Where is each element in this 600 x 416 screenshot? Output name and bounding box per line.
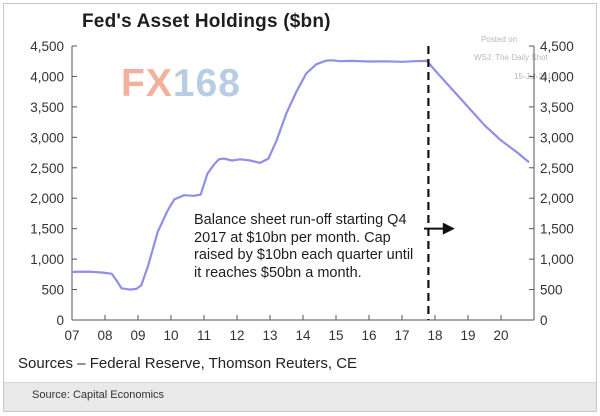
y-tick-label-right: 3,000 bbox=[540, 130, 574, 145]
watermark-line-3: 15-Jul-2019 bbox=[514, 72, 557, 81]
y-tick-label-left: 4,500 bbox=[30, 39, 64, 54]
line-chart: 0 0 500 500 1,000 1,000 1,500 1,500 2,000 2,000 2,… bbox=[30, 39, 574, 343]
x-tick-label: 11 bbox=[197, 328, 211, 343]
x-tick-label: 18 bbox=[427, 328, 442, 343]
x-tick-label: 10 bbox=[163, 328, 178, 343]
y-tick-label-left: 1,500 bbox=[30, 222, 64, 237]
y-tick-label-right: 2,500 bbox=[540, 161, 574, 176]
y-tick-label-left: 2,500 bbox=[30, 161, 64, 176]
x-tick-label: 20 bbox=[493, 328, 508, 343]
y-tick-label-right: 2,000 bbox=[540, 191, 574, 206]
y-tick-label-right: 0 bbox=[540, 313, 548, 328]
x-tick-label: 17 bbox=[394, 328, 409, 343]
logo-prefix: FX bbox=[121, 62, 173, 105]
arrow-head bbox=[442, 222, 455, 235]
y-tick-label-left: 500 bbox=[41, 283, 64, 298]
y-tick-label-right: 1,000 bbox=[540, 252, 574, 267]
run-off-annotation: Balance sheet run-off starting Q4 2017 a… bbox=[194, 212, 424, 282]
fx168-logo: FX168 bbox=[121, 62, 241, 106]
sources-note: Sources – Federal Reserve, Thomson Reute… bbox=[18, 355, 358, 372]
y-tick-label-right: 1,500 bbox=[540, 222, 574, 237]
y-tick-label-left: 3,500 bbox=[30, 100, 64, 115]
x-tick-label: 13 bbox=[262, 328, 277, 343]
y-tick-label-left: 4,000 bbox=[30, 69, 64, 84]
chart-title: Fed's Asset Holdings ($bn) bbox=[82, 11, 331, 32]
y-tick-label-left: 3,000 bbox=[30, 130, 64, 145]
x-tick-label: 07 bbox=[64, 328, 79, 343]
y-tick-label-left: 0 bbox=[56, 313, 64, 328]
caption-bar: Source: Capital Economics bbox=[4, 382, 596, 411]
x-tick-label: 08 bbox=[97, 328, 112, 343]
x-tick-label: 15 bbox=[328, 328, 343, 343]
chart-frame: Fed's Asset Holdings ($bn) Posted on WSJ… bbox=[3, 3, 597, 412]
logo-digits: 168 bbox=[172, 62, 241, 105]
x-tick-label: 16 bbox=[361, 328, 376, 343]
y-tick-label-right: 3,500 bbox=[540, 100, 574, 115]
x-tick-label: 19 bbox=[460, 328, 475, 343]
x-tick-label: 09 bbox=[130, 328, 145, 343]
x-tick-label: 12 bbox=[229, 328, 244, 343]
y-tick-label-right: 4,000 bbox=[540, 69, 574, 84]
y-tick-label-right: 500 bbox=[540, 283, 563, 298]
x-tick-label: 14 bbox=[295, 328, 311, 343]
caption-text: Source: Capital Economics bbox=[32, 389, 165, 401]
series-line-0 bbox=[71, 59, 530, 291]
watermark-line-2: WSJ: The Daily Shot bbox=[474, 53, 548, 62]
y-tick-label-left: 2,000 bbox=[30, 191, 64, 206]
watermark-line-1: Posted on bbox=[481, 35, 518, 44]
y-tick-label-right: 4,500 bbox=[540, 39, 574, 54]
y-tick-label-left: 1,000 bbox=[30, 252, 64, 267]
